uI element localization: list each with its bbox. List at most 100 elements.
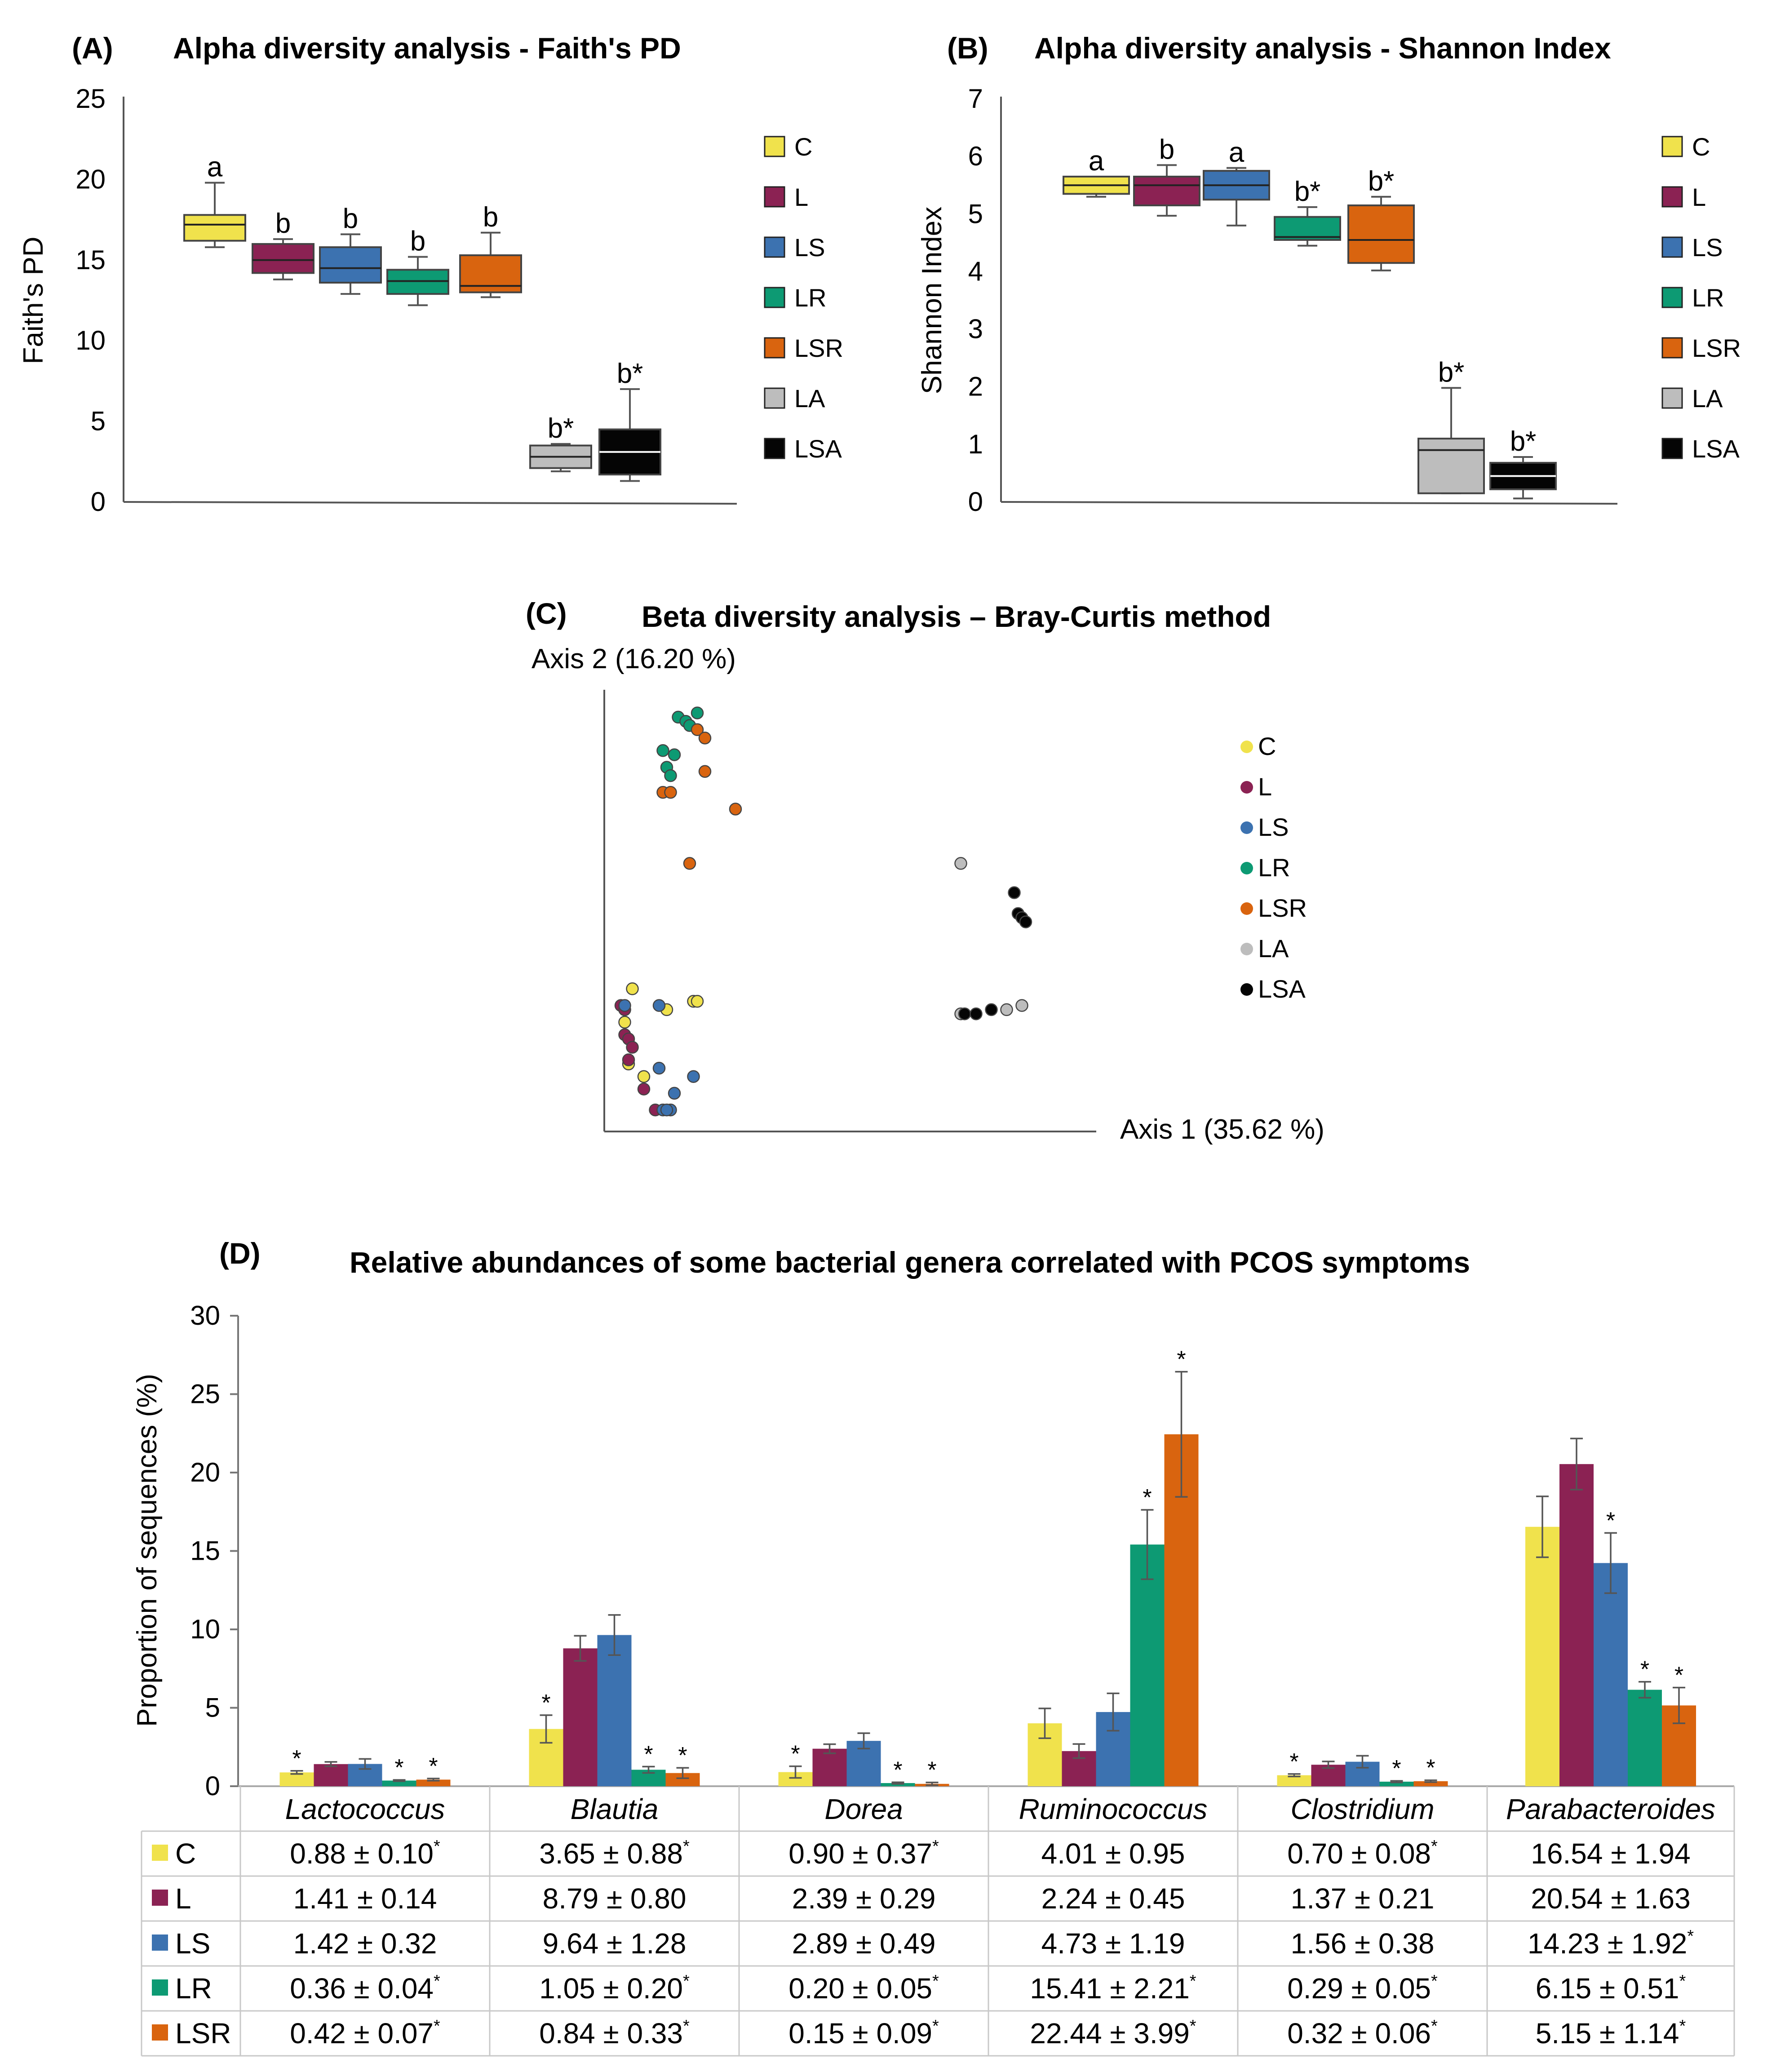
legend-label-A-L: L — [794, 183, 808, 211]
bar — [1525, 1526, 1559, 1786]
significance-star: * — [678, 1743, 687, 1769]
x-axis-label-C: Axis 1 (35.62 %) — [1120, 1114, 1324, 1145]
box-iqr — [252, 243, 314, 274]
bar-LS-Dorea — [846, 1732, 881, 1786]
significance-star: * — [292, 1746, 301, 1772]
y-tick-label-B: 4 — [968, 256, 983, 286]
scatter-point-LSA — [1019, 915, 1032, 928]
table-cell: 1.42 ± 0.32 — [293, 1927, 437, 1960]
bar-L-Ruminococcus — [1062, 1743, 1096, 1786]
box-iqr — [1417, 438, 1485, 494]
table-legend-swatch-LS — [152, 1934, 168, 1951]
panel-title-C: Beta diversity analysis – Bray-Curtis me… — [642, 600, 1271, 633]
bar-LSR-Lactococcus — [416, 1778, 451, 1786]
scatter-point-LA — [1000, 1003, 1013, 1016]
table-cell: 4.01 ± 0.95 — [1041, 1837, 1185, 1870]
legend-label-B-C: C — [1692, 133, 1710, 161]
legend-label-B-LR: LR — [1692, 284, 1724, 312]
bar-LSR-Parabacteroides — [1662, 1686, 1696, 1786]
panel-label-D: (D) — [219, 1237, 261, 1270]
table-cell: 8.79 ± 0.80 — [543, 1882, 687, 1915]
panel-title-D: Relative abundances of some bacterial ge… — [350, 1246, 1470, 1279]
scatter-point-L — [626, 1041, 639, 1054]
significance-star: * — [394, 1755, 403, 1781]
table-cell: 0.20 ± 0.05* — [788, 1972, 939, 2005]
bar — [1628, 1690, 1662, 1786]
table-cell: 0.88 ± 0.10* — [290, 1837, 440, 1870]
scatter-point-LS — [652, 999, 666, 1012]
scatter-point-L — [637, 1083, 651, 1096]
panel-title-B: Alpha diversity analysis - Shannon Index — [1034, 31, 1611, 65]
legend-swatch-A-LR — [764, 287, 785, 308]
scatter-point-C — [626, 982, 639, 995]
y-tick-label-D: 5 — [205, 1693, 220, 1723]
box-B-LSR — [1347, 195, 1415, 271]
scatter-point-LS — [687, 1070, 700, 1083]
legend-label-A-LSA: LSA — [794, 435, 842, 463]
significance-letter-A: a — [207, 152, 223, 183]
table-cell: 1.37 ± 0.21 — [1291, 1882, 1435, 1915]
significance-letter-A: b — [275, 208, 291, 239]
bar-C-Dorea — [778, 1765, 813, 1786]
legend-swatch-A-LSR — [764, 337, 785, 359]
y-tick-label-A: 5 — [91, 406, 106, 436]
legend-label-A-LA: LA — [794, 384, 825, 413]
y-tick-label-B: 7 — [968, 84, 983, 114]
table-cell: 2.24 ± 0.45 — [1041, 1882, 1185, 1915]
legend-swatch-B-LA — [1661, 387, 1683, 409]
bar-C-Lactococcus — [279, 1770, 314, 1786]
significance-star: * — [1289, 1749, 1298, 1775]
legend-swatch-A-LSA — [764, 438, 785, 459]
y-tick-label-B: 2 — [968, 372, 983, 402]
bar — [314, 1764, 348, 1786]
significance-star: * — [893, 1757, 902, 1783]
significance-star: * — [1177, 1347, 1186, 1373]
significance-letter-B: b* — [1294, 176, 1321, 207]
table-row-label-L: L — [175, 1882, 191, 1915]
bar-LSR-Clostridium — [1413, 1779, 1448, 1786]
significance-star: * — [429, 1753, 438, 1779]
table-cell: 0.15 ± 0.09* — [788, 2017, 939, 2050]
legend-swatch-A-LS — [764, 236, 785, 258]
box-A-L — [252, 238, 314, 280]
scatter-point-LS — [652, 1061, 666, 1075]
legend-label-A-LSR: LSR — [794, 334, 843, 362]
table-cell: 0.29 ± 0.05* — [1287, 1972, 1438, 2005]
scatter-point-LA — [1015, 999, 1028, 1012]
table-cell: 0.90 ± 0.37* — [788, 1837, 939, 1870]
legend-label-A-C: C — [794, 133, 812, 161]
scatter-point-LSR — [698, 765, 712, 778]
legend-swatch-B-LR — [1661, 287, 1683, 308]
bar-LS-Ruminococcus — [1096, 1692, 1130, 1786]
category-label: Dorea — [824, 1793, 903, 1825]
table-cell: 4.73 ± 1.19 — [1041, 1927, 1185, 1960]
significance-star: * — [644, 1741, 653, 1767]
table-legend-swatch-C — [152, 1845, 168, 1861]
scatter-point-LS — [660, 1103, 673, 1117]
bar-L-Clostridium — [1311, 1761, 1346, 1786]
legend-swatch-B-C — [1661, 136, 1683, 157]
legend-label-C-C: C — [1258, 732, 1276, 760]
box-B-LSA — [1489, 456, 1557, 500]
category-label: Parabacteroides — [1506, 1793, 1715, 1825]
significance-star: * — [1392, 1756, 1401, 1782]
y-tick-label-A: 20 — [75, 164, 106, 194]
scatter-point-LSA — [1008, 886, 1021, 899]
table-legend-swatch-L — [152, 1890, 168, 1906]
table-cell: 0.84 ± 0.33* — [539, 2017, 690, 2050]
x-axis-A — [123, 501, 737, 505]
bar-C-Ruminococcus — [1028, 1708, 1062, 1786]
table-row-label-C: C — [175, 1837, 196, 1870]
y-axis-label-D: Proportion of sequences (%) — [132, 1374, 163, 1727]
box-B-LS — [1203, 167, 1270, 226]
legend-label-A-LS: LS — [794, 233, 825, 262]
legend-label-C-LR: LR — [1258, 853, 1290, 882]
y-tick-label-A: 10 — [75, 325, 106, 355]
legend-swatch-B-L — [1661, 186, 1683, 208]
box-A-LSR — [459, 231, 522, 298]
bar — [812, 1748, 847, 1786]
significance-letter-B: a — [1229, 137, 1245, 168]
y-tick-label-B: 5 — [968, 199, 983, 229]
bar — [563, 1648, 598, 1786]
x-axis-B — [1001, 501, 1618, 505]
